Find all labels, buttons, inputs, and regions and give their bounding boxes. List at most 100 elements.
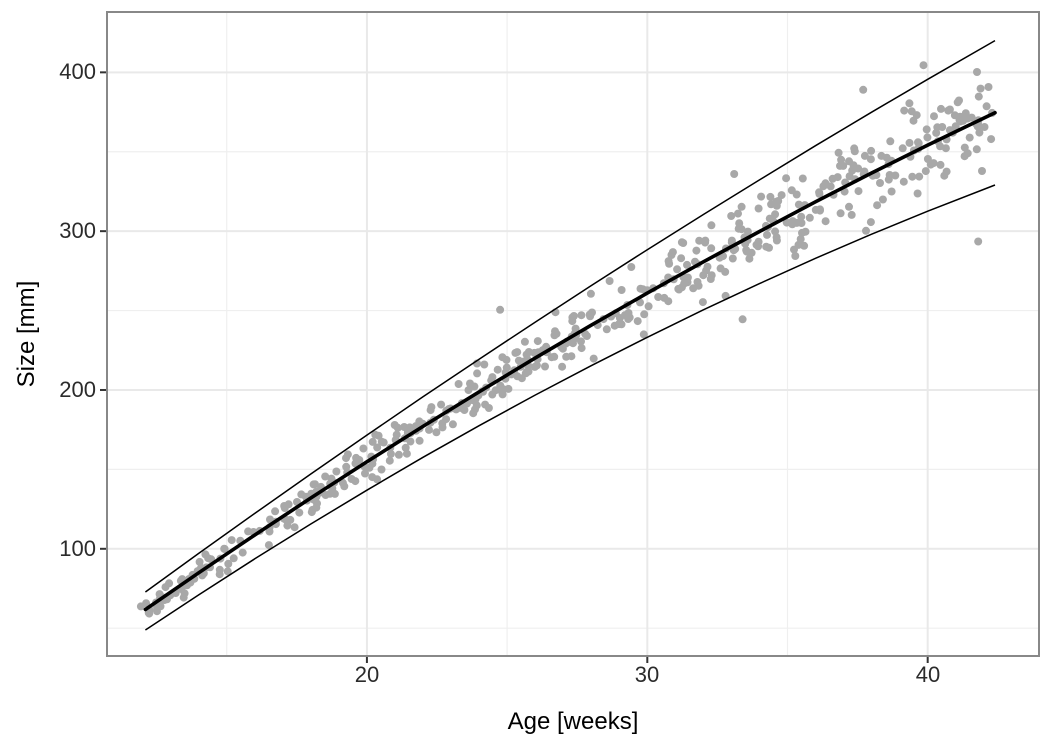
x-axis-title: Age [weeks] xyxy=(507,708,639,735)
scatter-point xyxy=(909,116,918,125)
scatter-point xyxy=(836,209,845,218)
scatter-point xyxy=(480,360,489,369)
scatter-point xyxy=(876,179,884,187)
scatter-point xyxy=(342,454,350,463)
scatter-point xyxy=(728,254,737,263)
scatter-point xyxy=(677,238,686,247)
scatter-point xyxy=(860,151,869,160)
scatter-point xyxy=(737,225,746,234)
scatter-point xyxy=(220,545,229,553)
scatter-point xyxy=(834,148,843,157)
scatter-point xyxy=(472,401,481,410)
scatter-point xyxy=(683,260,691,269)
scatter-point xyxy=(887,187,896,196)
scatter-point xyxy=(866,218,875,227)
scatter-point xyxy=(956,117,965,126)
outlier-point xyxy=(859,85,868,94)
scatter-point xyxy=(805,213,814,222)
outlier-point xyxy=(919,61,928,70)
scatter-point xyxy=(493,365,502,374)
scatter-point xyxy=(692,246,701,255)
x-tick-label-40: 40 xyxy=(915,662,941,687)
outlier-point xyxy=(738,315,747,324)
scatter-point xyxy=(955,96,963,105)
scatter-point xyxy=(757,192,766,201)
upper-band-line xyxy=(144,39,996,593)
scatter-point xyxy=(973,122,982,131)
scatter-point xyxy=(466,379,474,388)
scatter-point xyxy=(338,478,347,487)
scatter-point xyxy=(577,344,586,353)
scatter-point xyxy=(153,607,161,616)
scatter-point xyxy=(800,241,809,250)
scatter-point xyxy=(763,230,771,239)
scatter-point xyxy=(426,406,435,415)
scatter-point xyxy=(513,348,522,357)
scatter-point xyxy=(747,248,756,257)
scatter-point xyxy=(787,186,796,195)
scatter-point xyxy=(771,210,780,219)
scatter-point xyxy=(373,443,382,452)
scatter-point xyxy=(385,456,394,465)
lower-band-line xyxy=(144,184,996,631)
scatter-point xyxy=(701,238,710,247)
scatter-point xyxy=(878,195,887,204)
scatter-point xyxy=(702,266,711,275)
scatter-point xyxy=(976,84,985,93)
scatter-point xyxy=(577,311,586,320)
scatter-point xyxy=(498,353,507,362)
scatter-point xyxy=(737,202,746,211)
scatter-point xyxy=(798,174,807,183)
scatter-point xyxy=(915,172,924,181)
scatter-point xyxy=(975,128,984,137)
scatter-point xyxy=(533,337,542,346)
scatter-point xyxy=(754,204,763,213)
scatter-point xyxy=(640,310,649,319)
scatter-point xyxy=(238,548,247,557)
scatter-point xyxy=(504,384,513,393)
scatter-point xyxy=(680,279,689,288)
scatter-point xyxy=(517,374,526,383)
scatter-point xyxy=(280,504,289,512)
scatter-point xyxy=(797,212,806,221)
scatter-point xyxy=(551,327,559,336)
scatter-point xyxy=(617,286,626,294)
scatter-point xyxy=(309,480,318,489)
scatter-point xyxy=(815,188,824,197)
scatter-point xyxy=(782,174,791,183)
scatter-point xyxy=(473,369,482,378)
scatter-point xyxy=(571,324,580,333)
scatter-point xyxy=(936,142,945,151)
scatter-point xyxy=(765,243,773,252)
scatter-point xyxy=(790,245,798,254)
scatter-point xyxy=(520,337,529,346)
scatter-point xyxy=(923,133,932,142)
scatter-point xyxy=(321,472,330,481)
scatter-point xyxy=(454,380,463,388)
scatter-point xyxy=(602,325,611,334)
scatter-point xyxy=(978,167,986,175)
scatter-point xyxy=(347,475,356,483)
center-trend-line xyxy=(143,110,997,612)
scatter-point xyxy=(437,400,446,409)
scatter-point xyxy=(644,302,653,311)
scatter-point xyxy=(873,201,882,210)
scatter-point xyxy=(914,138,922,147)
scatter-point xyxy=(558,362,567,371)
scatter-point xyxy=(734,209,742,218)
scatter-point xyxy=(707,221,716,230)
scatter-point xyxy=(568,313,577,322)
scatter-point xyxy=(735,219,744,228)
y-tick-label-400: 400 xyxy=(59,59,96,84)
scatter-point xyxy=(854,164,863,173)
scatter-point xyxy=(973,68,981,76)
scatter-point xyxy=(484,404,493,412)
scatter-point xyxy=(866,155,875,164)
scatter-point xyxy=(766,192,775,201)
scatter-point xyxy=(816,206,824,215)
scatter-point xyxy=(980,123,989,131)
scatter-point xyxy=(828,174,837,183)
scatter-point xyxy=(271,507,280,516)
